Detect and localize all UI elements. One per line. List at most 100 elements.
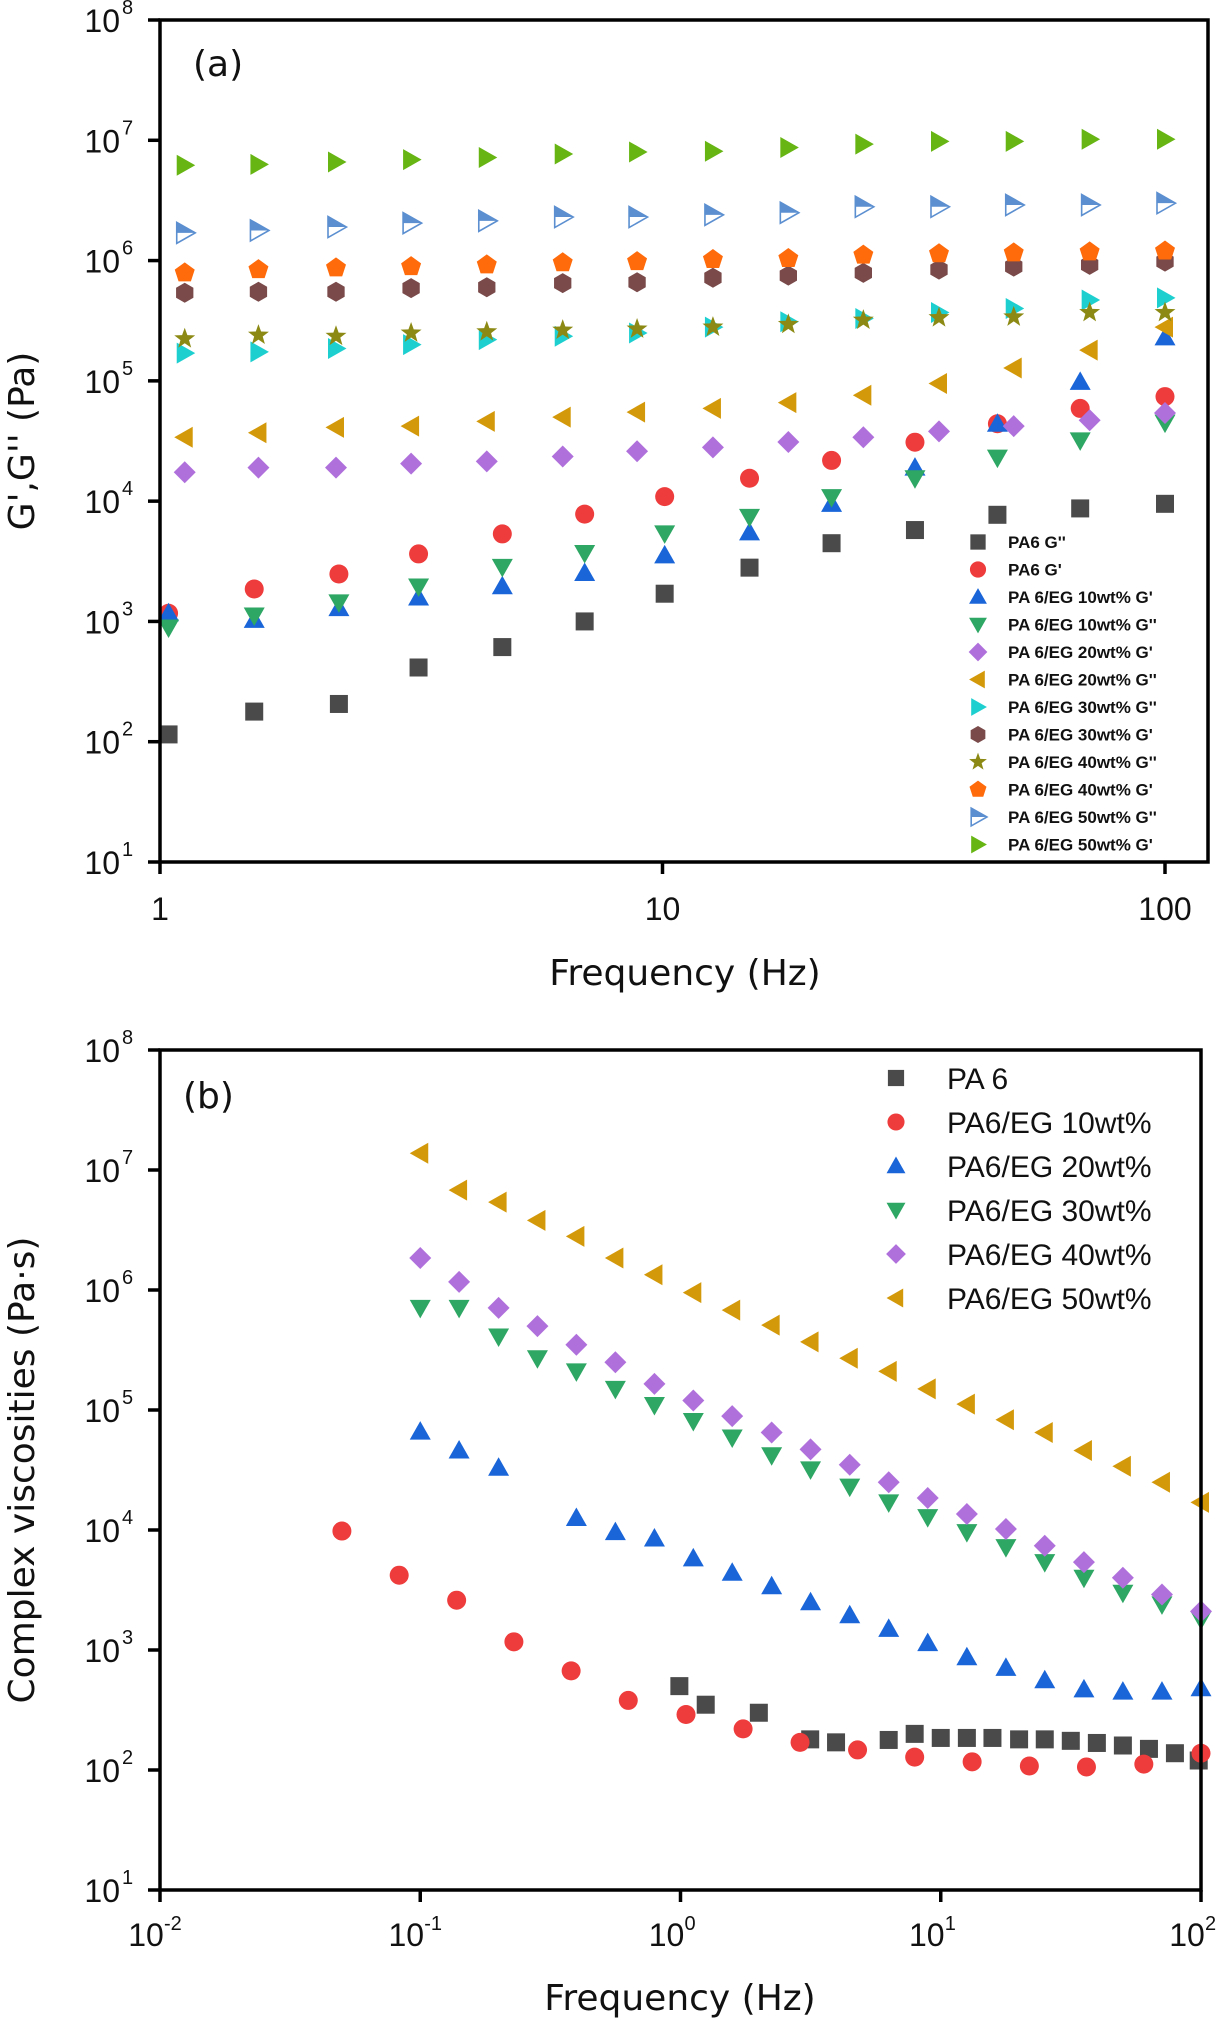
data-point (574, 544, 596, 564)
data-point (328, 594, 350, 613)
data-point (777, 313, 799, 334)
data-point (1005, 130, 1025, 152)
data-point (956, 1646, 978, 1666)
legend-item: PA6/EG 30wt% (886, 1195, 1152, 1228)
y-tick-exponent: 8 (122, 0, 133, 19)
legend-item: PA 6/EG 20wt% G' (968, 642, 1153, 662)
data-point (400, 321, 422, 342)
y-tick-label: 10 (84, 1033, 120, 1069)
data-point (626, 317, 648, 338)
data-point (491, 575, 513, 595)
data-point (409, 1421, 431, 1440)
data-point (704, 140, 724, 162)
panel-a-label: (a) (193, 44, 243, 85)
data-point (332, 1521, 352, 1541)
data-point (248, 259, 269, 279)
data-point (1035, 1730, 1054, 1749)
data-point (704, 267, 722, 288)
data-point (400, 452, 423, 475)
data-point (565, 1333, 588, 1356)
y-tick-label: 10 (84, 1633, 120, 1669)
data-point (400, 415, 420, 437)
data-point (848, 1740, 868, 1760)
legend-item: PA 6/EG 30wt% G'' (971, 698, 1157, 717)
data-point (249, 281, 268, 302)
data-point (491, 558, 513, 578)
data-point (1078, 409, 1101, 432)
data-point (838, 1453, 861, 1476)
legend-marker-pa-6-eg-40wt-g-gp (969, 780, 987, 797)
data-point (931, 1728, 950, 1747)
legend-item: PA 6/EG 30wt% G' (970, 726, 1153, 745)
data-point (604, 1247, 624, 1269)
data-point (1154, 316, 1173, 338)
data-point (565, 1225, 585, 1247)
data-point (176, 282, 194, 303)
y-tick-exponent: 7 (122, 117, 133, 139)
data-point (247, 324, 269, 345)
data-point (244, 579, 264, 599)
legend-label: PA 6/EG 50wt% G'' (1008, 808, 1157, 827)
series-pa-6 (670, 1677, 1208, 1770)
data-point (761, 1314, 780, 1336)
data-point (629, 141, 648, 163)
legend-item: PA 6/EG 50wt% G'' (970, 806, 1157, 828)
data-point (565, 1507, 587, 1526)
data-point (822, 534, 841, 553)
panel-b-plot-area (332, 1142, 1212, 1777)
legend-marker-pa6-eg-20wt (886, 1156, 906, 1174)
data-point (504, 1632, 524, 1652)
legend-item: PA6/EG 10wt% (887, 1107, 1152, 1140)
data-point (475, 450, 498, 473)
data-point (175, 220, 197, 245)
legend-marker-pa-6-eg-40wt-g-gpp (969, 752, 987, 770)
data-point (839, 1347, 858, 1369)
data-point (409, 658, 428, 677)
series-pa-6-eg-50wt-g-gpp (175, 191, 1178, 245)
data-point (476, 410, 495, 432)
y-tick-exponent: 3 (122, 1627, 133, 1649)
data-point (704, 202, 726, 227)
panel-a-x-axis-label: Frequency (Hz) (549, 953, 820, 994)
data-point (1073, 1569, 1095, 1589)
data-point (780, 137, 799, 159)
data-point (448, 1179, 468, 1201)
series-pa-6-eg-20wt-g-gpp (174, 316, 1173, 448)
data-point (721, 1405, 744, 1428)
x-tick-label: 100 (1138, 891, 1191, 927)
data-point (1061, 1731, 1080, 1750)
legend-marker-pa-6-eg-30wt-g-gp (970, 726, 986, 743)
data-point (174, 262, 195, 282)
legend-label: PA6/EG 50wt% (947, 1283, 1152, 1316)
data-point (962, 1752, 982, 1772)
y-tick-label: 10 (84, 1873, 120, 1909)
y-tick-exponent: 7 (122, 1147, 133, 1169)
data-point (877, 1471, 900, 1494)
y-tick-label: 10 (84, 484, 120, 520)
x-tick-exponent: 0 (685, 1913, 696, 1935)
data-point (176, 154, 196, 176)
data-point (779, 265, 797, 286)
legend-marker-pa-6-eg-20wt-g-gp (968, 642, 988, 662)
data-point (1079, 339, 1098, 361)
data-point (628, 272, 646, 293)
data-point (983, 1728, 1002, 1747)
legend-label: PA 6/EG 10wt% G' (1008, 588, 1153, 607)
data-point (327, 215, 349, 239)
y-tick-label: 10 (84, 3, 120, 39)
data-point (176, 342, 196, 364)
data-point (448, 1299, 470, 1319)
data-point (554, 143, 574, 165)
data-point (995, 1657, 1017, 1676)
x-tick-label: 10 (128, 1917, 164, 1953)
x-tick-exponent: -2 (164, 1913, 182, 1935)
data-point (174, 426, 193, 448)
data-point (1165, 1744, 1184, 1763)
data-point (250, 341, 269, 363)
data-point (702, 249, 723, 269)
data-point (604, 1521, 626, 1541)
data-point (761, 1447, 783, 1466)
data-point (1010, 1730, 1029, 1749)
